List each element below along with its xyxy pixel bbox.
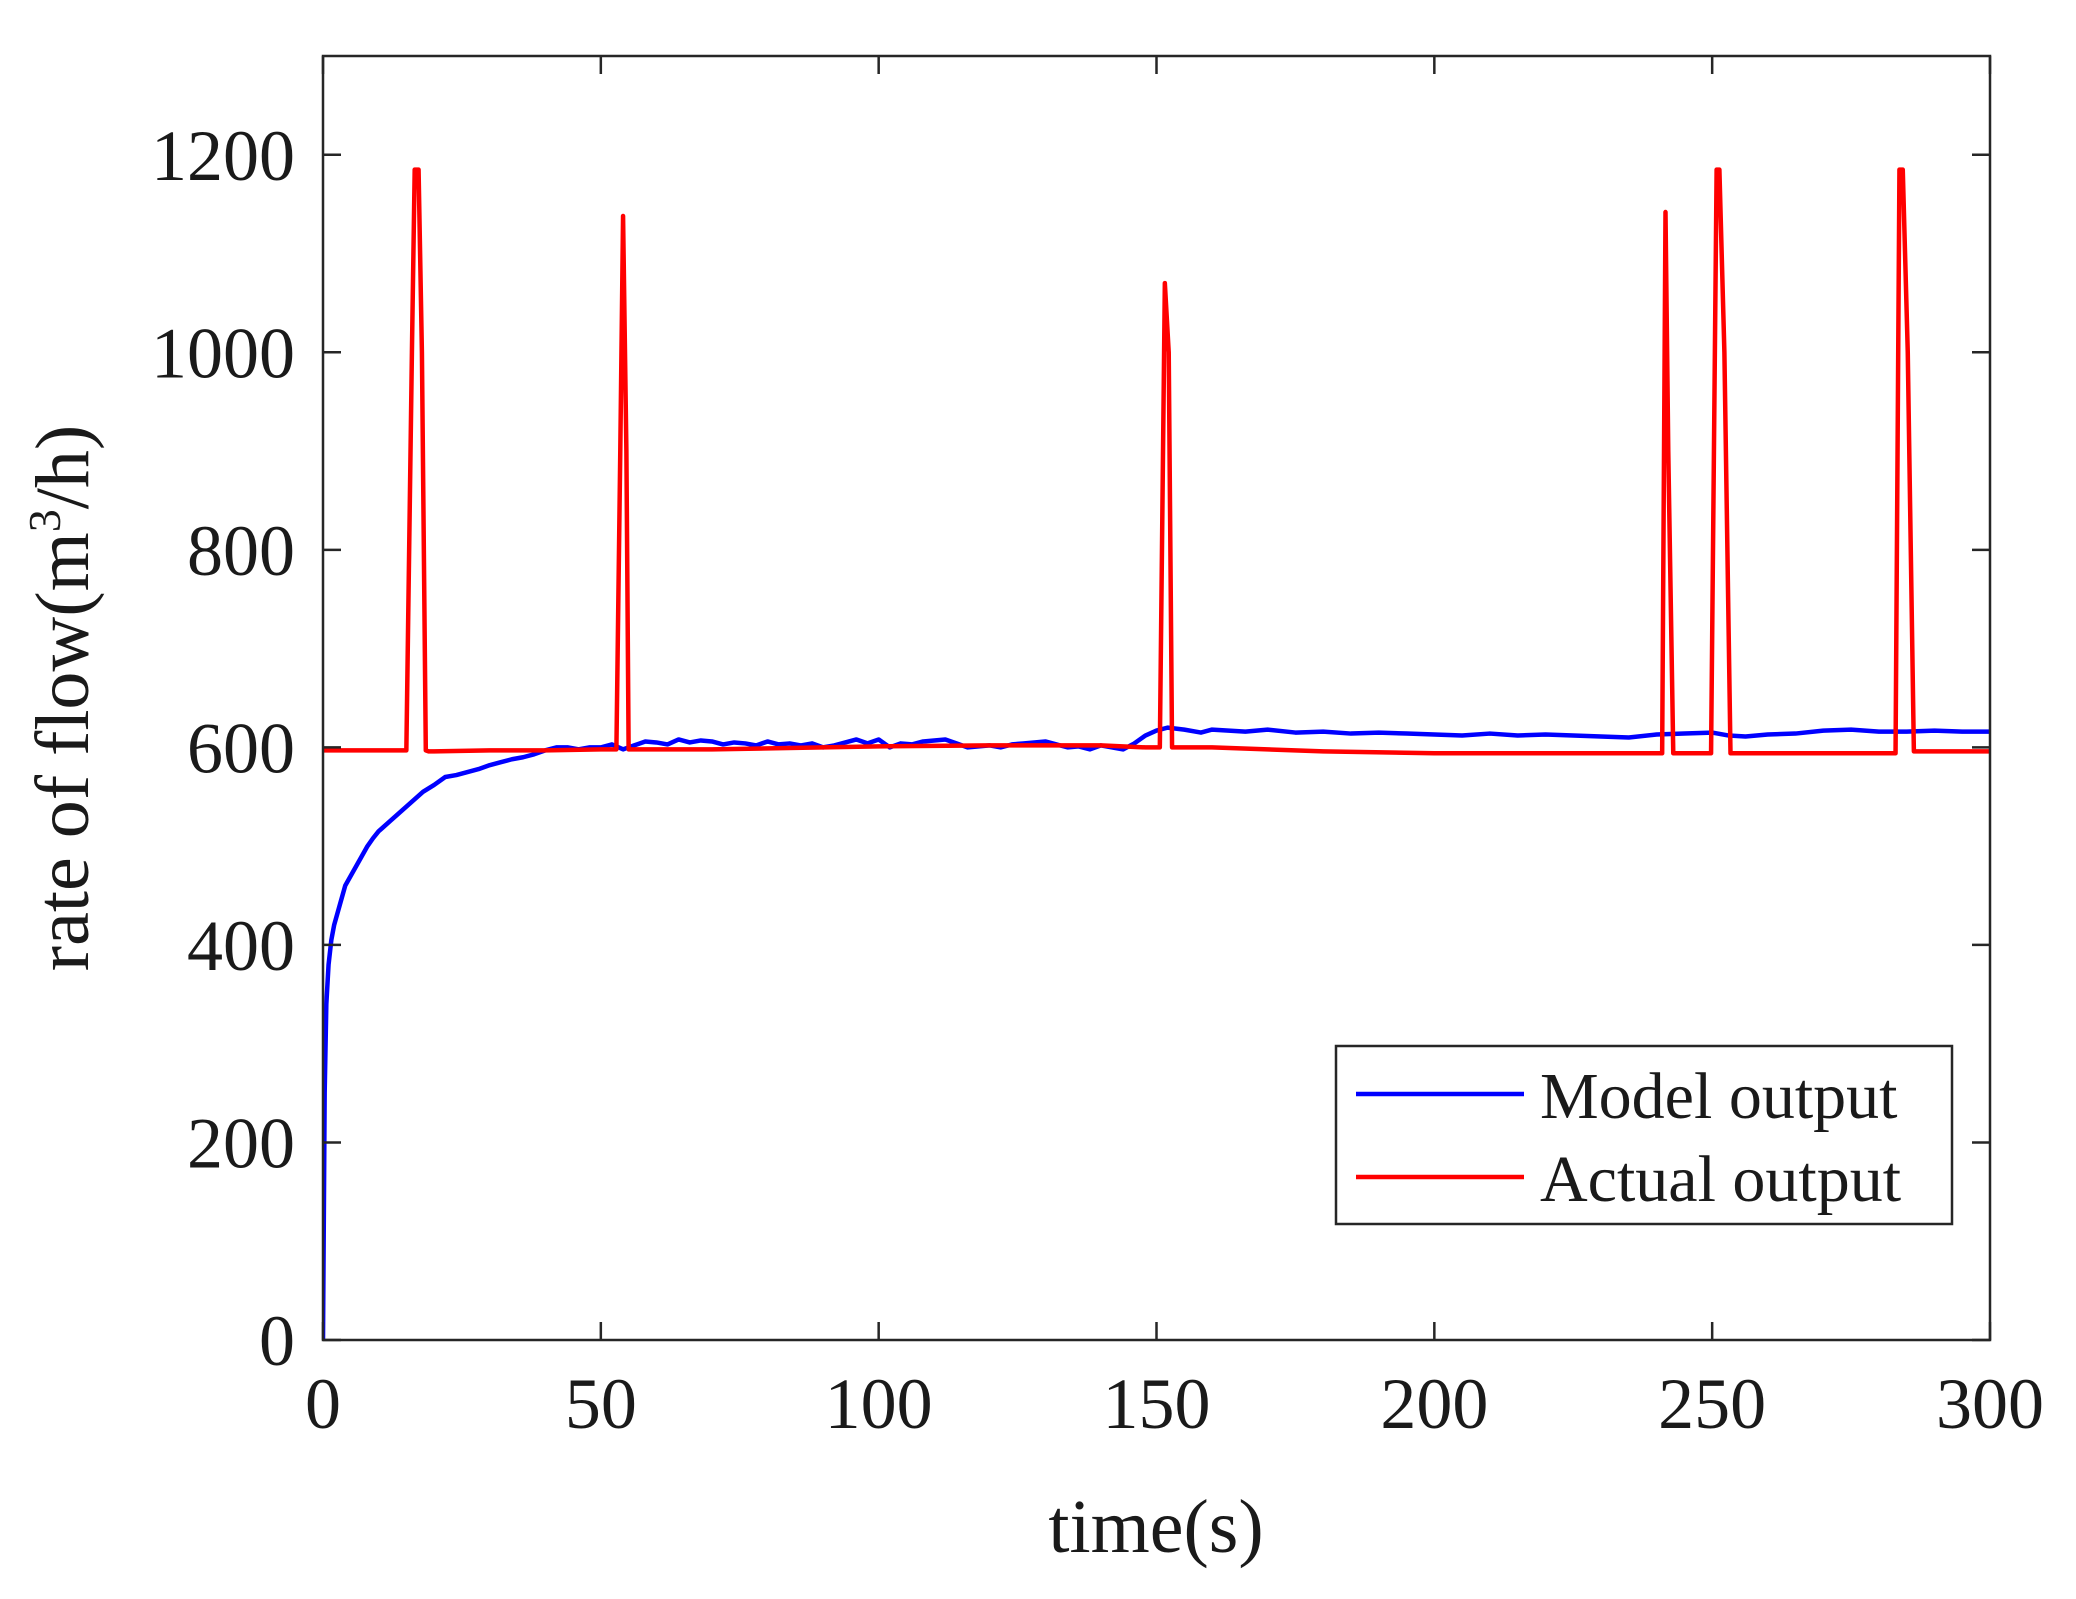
y-axis-title: rate of flow(m3/h) [19, 425, 105, 971]
legend-label-actual-output: Actual output [1540, 1143, 1901, 1216]
y-axis-title-superscript: 3 [19, 509, 70, 532]
legend: Model output Actual output [1334, 1044, 1954, 1226]
legend-label-model-output: Model output [1540, 1060, 1898, 1133]
x-axis-title: time(s) [1048, 1485, 1263, 1569]
x-tick-label-50: 50 [565, 1364, 637, 1444]
x-tick-label-150: 150 [1103, 1364, 1211, 1444]
ticks-layer: 0 50 100 150 200 250 300 0 200 400 600 800 1000 1200 [151, 56, 2044, 1444]
y-tick-label-400: 400 [187, 906, 295, 986]
y-axis-title-suffix: /h) [21, 425, 105, 509]
y-tick-label-1000: 1000 [151, 313, 295, 393]
y-tick-label-200: 200 [187, 1103, 295, 1183]
x-tick-label-0: 0 [305, 1364, 341, 1444]
x-tick-label-300: 300 [1936, 1364, 2044, 1444]
y-tick-label-1200: 1200 [151, 116, 295, 196]
y-axis-title-main: rate of flow(m [21, 532, 105, 971]
y-tick-label-0: 0 [259, 1301, 295, 1381]
x-tick-label-200: 200 [1380, 1364, 1488, 1444]
x-tick-label-250: 250 [1658, 1364, 1766, 1444]
plot-frame [321, 54, 1992, 1342]
y-tick-label-800: 800 [187, 511, 295, 591]
series-line-actual-output [323, 167, 1990, 756]
y-tick-label-600: 600 [187, 708, 295, 788]
series-layer [323, 167, 1990, 1340]
legend-box [1334, 1044, 1954, 1226]
x-tick-label-100: 100 [825, 1364, 933, 1444]
series-line-model-output [323, 725, 1990, 1340]
